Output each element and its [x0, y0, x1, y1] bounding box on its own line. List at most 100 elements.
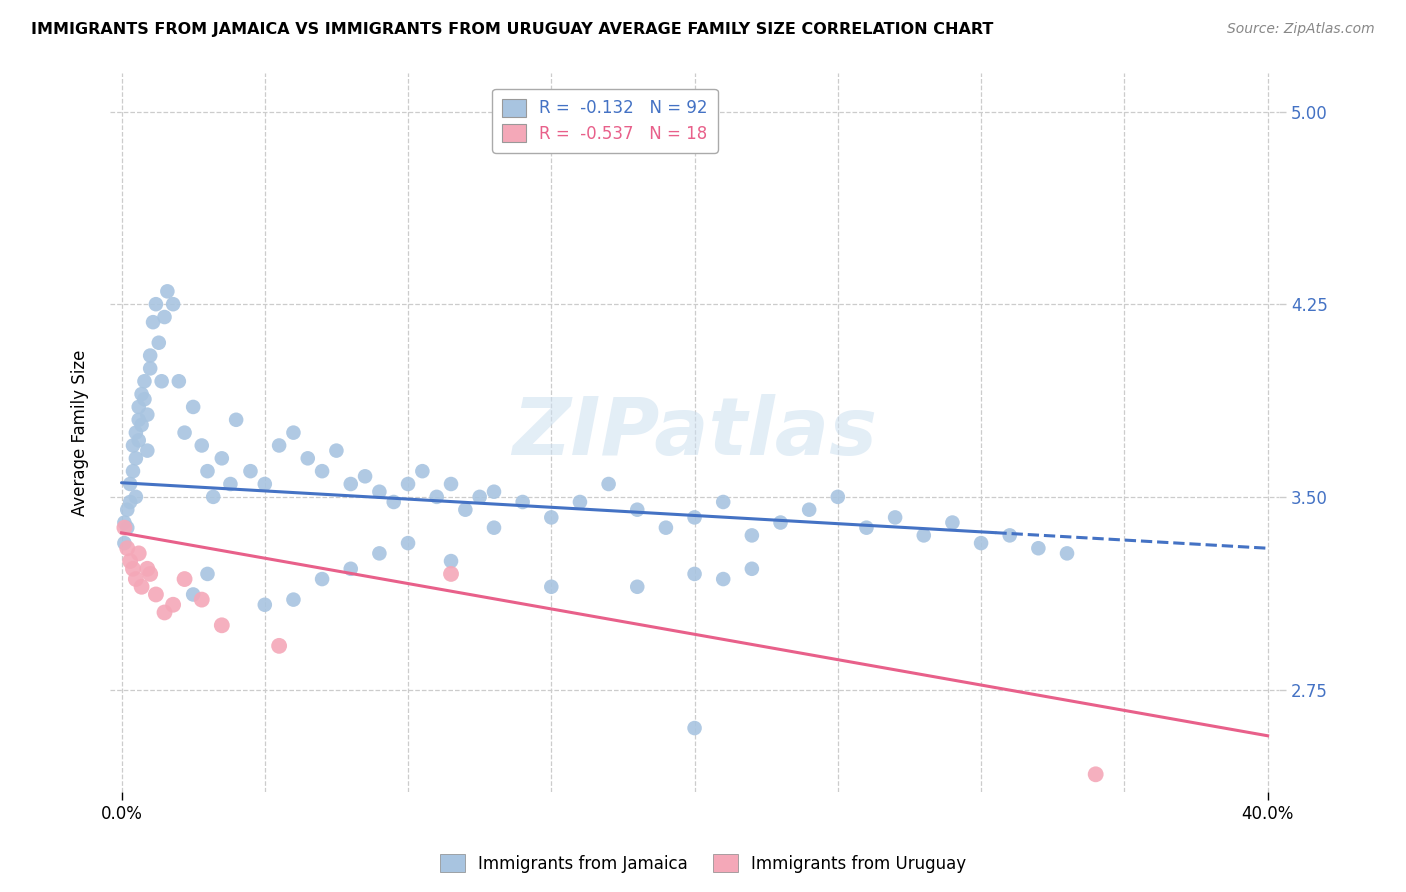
Point	[540, 510, 562, 524]
Point	[769, 516, 792, 530]
Point	[125, 425, 148, 440]
Point	[125, 451, 148, 466]
Point	[156, 285, 179, 299]
Point	[626, 502, 648, 516]
Point	[117, 521, 139, 535]
Point	[325, 443, 347, 458]
Point	[202, 490, 225, 504]
Point	[197, 566, 219, 581]
Point	[128, 400, 150, 414]
Point	[396, 477, 419, 491]
Point	[339, 477, 361, 491]
Point	[482, 484, 505, 499]
Point	[855, 521, 877, 535]
Point	[568, 495, 591, 509]
Point	[117, 502, 139, 516]
Point	[354, 469, 377, 483]
Point	[173, 572, 195, 586]
Point	[136, 562, 159, 576]
Point	[181, 400, 204, 414]
Point	[162, 598, 184, 612]
Point	[683, 721, 706, 735]
Point	[540, 580, 562, 594]
Point	[440, 566, 463, 581]
Point	[1028, 541, 1050, 556]
Point	[741, 528, 763, 542]
Point	[112, 521, 135, 535]
Point	[512, 495, 534, 509]
Point	[283, 425, 305, 440]
Point	[711, 495, 734, 509]
Point	[311, 572, 333, 586]
Point	[139, 361, 162, 376]
Point	[626, 580, 648, 594]
Point	[131, 387, 153, 401]
Point	[136, 443, 159, 458]
Point	[884, 510, 907, 524]
Point	[1084, 767, 1107, 781]
Point	[382, 495, 405, 509]
Point	[150, 374, 173, 388]
Point	[112, 516, 135, 530]
Y-axis label: Average Family Size: Average Family Size	[72, 350, 89, 516]
Point	[368, 546, 391, 560]
Point	[482, 521, 505, 535]
Point	[411, 464, 433, 478]
Point	[211, 451, 233, 466]
Point	[145, 587, 167, 601]
Point	[941, 516, 963, 530]
Point	[167, 374, 190, 388]
Point	[153, 606, 176, 620]
Point	[139, 566, 162, 581]
Point	[197, 464, 219, 478]
Point	[125, 490, 148, 504]
Point	[173, 425, 195, 440]
Point	[998, 528, 1021, 542]
Legend: R =  -0.132   N = 92, R =  -0.537   N = 18: R = -0.132 N = 92, R = -0.537 N = 18	[492, 88, 717, 153]
Point	[120, 554, 142, 568]
Point	[440, 554, 463, 568]
Point	[128, 434, 150, 448]
Point	[120, 477, 142, 491]
Point	[131, 417, 153, 432]
Point	[368, 484, 391, 499]
Point	[253, 598, 276, 612]
Point	[128, 546, 150, 560]
Point	[112, 536, 135, 550]
Point	[117, 541, 139, 556]
Point	[269, 438, 291, 452]
Point	[225, 413, 247, 427]
Point	[148, 335, 170, 350]
Point	[153, 310, 176, 324]
Point	[122, 464, 145, 478]
Point	[1056, 546, 1078, 560]
Point	[741, 562, 763, 576]
Point	[454, 502, 477, 516]
Text: IMMIGRANTS FROM JAMAICA VS IMMIGRANTS FROM URUGUAY AVERAGE FAMILY SIZE CORRELATI: IMMIGRANTS FROM JAMAICA VS IMMIGRANTS FR…	[31, 22, 993, 37]
Point	[134, 374, 156, 388]
Point	[970, 536, 993, 550]
Point	[120, 495, 142, 509]
Point	[181, 587, 204, 601]
Point	[297, 451, 319, 466]
Point	[711, 572, 734, 586]
Point	[139, 349, 162, 363]
Point	[219, 477, 242, 491]
Point	[131, 580, 153, 594]
Point	[799, 502, 821, 516]
Point	[283, 592, 305, 607]
Point	[162, 297, 184, 311]
Point	[912, 528, 935, 542]
Point	[468, 490, 491, 504]
Text: ZIPatlas: ZIPatlas	[512, 393, 877, 472]
Point	[122, 438, 145, 452]
Point	[339, 562, 361, 576]
Point	[239, 464, 262, 478]
Point	[426, 490, 449, 504]
Point	[655, 521, 678, 535]
Text: Source: ZipAtlas.com: Source: ZipAtlas.com	[1227, 22, 1375, 37]
Point	[440, 477, 463, 491]
Point	[125, 572, 148, 586]
Point	[142, 315, 165, 329]
Point	[134, 392, 156, 407]
